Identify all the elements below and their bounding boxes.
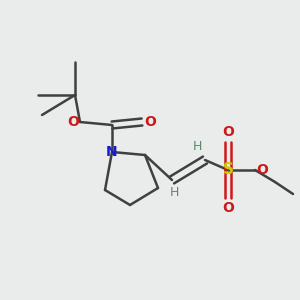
- Text: S: S: [223, 163, 233, 178]
- Text: H: H: [192, 140, 202, 152]
- Text: O: O: [67, 115, 79, 129]
- Text: O: O: [222, 201, 234, 215]
- Text: N: N: [106, 145, 118, 159]
- Text: O: O: [222, 125, 234, 139]
- Text: O: O: [256, 163, 268, 177]
- Text: O: O: [144, 115, 156, 129]
- Text: H: H: [169, 185, 179, 199]
